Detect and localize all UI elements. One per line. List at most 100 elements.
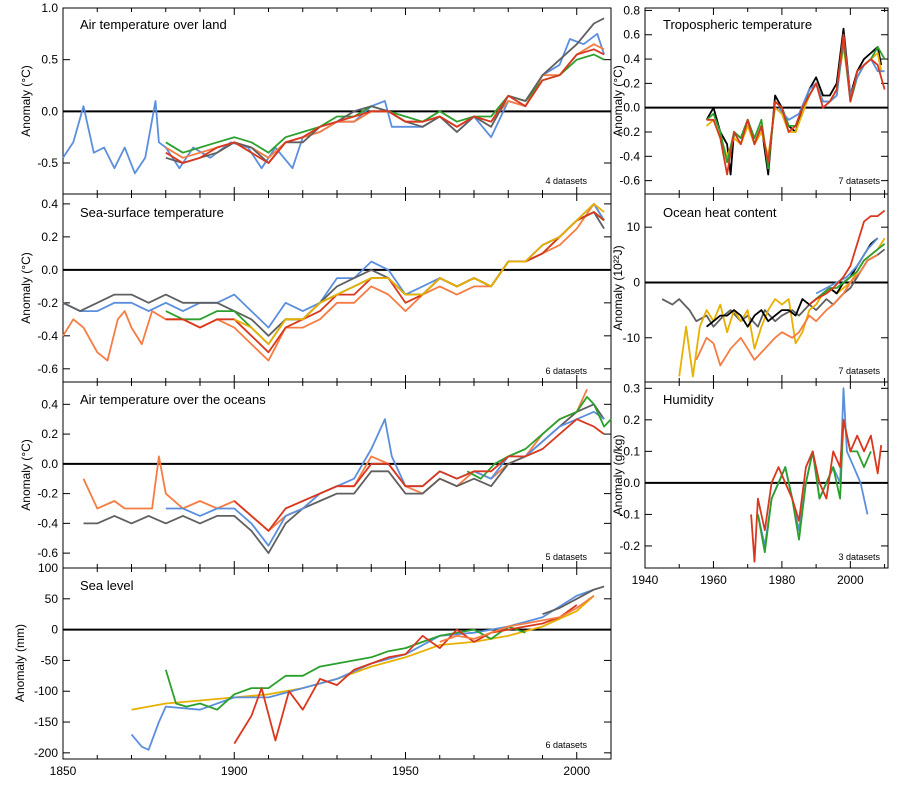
x-tick-label: 1900 — [221, 764, 248, 778]
y-tick-label: 0.2 — [623, 76, 640, 90]
series-line — [750, 418, 883, 563]
series-line — [233, 202, 605, 346]
panel-tropospheric-temperature: Tropospheric temperature 7 datasets Anom… — [611, 3, 889, 195]
y-tick-label: 0.5 — [41, 53, 58, 67]
y-tick-label: -0.1 — [619, 507, 640, 521]
y-tick-label: -0.6 — [37, 362, 58, 376]
panel-land-air-temperature: Air temperature over land 4 datasets Ano… — [19, 1, 612, 195]
y-tick-label: -0.5 — [37, 156, 58, 170]
series-line — [661, 248, 886, 328]
x-tick-label: 1950 — [392, 764, 419, 778]
y-tick-label: 1.0 — [41, 1, 58, 15]
series-line — [542, 585, 605, 616]
x-tick-label: 2000 — [837, 573, 864, 587]
y-tick-label: -0.4 — [37, 329, 58, 343]
dataset-count-note: 7 datasets — [838, 176, 880, 186]
series-line — [165, 211, 605, 354]
y-axis-label: Anomaly (°C) — [19, 65, 33, 136]
y-axis-label: Anomaly (10²²J) — [611, 245, 625, 330]
y-tick-label: 0.2 — [41, 427, 58, 441]
y-tick-label: -0.6 — [37, 546, 58, 560]
series-line — [706, 33, 886, 176]
y-tick-label: -0.6 — [619, 174, 640, 188]
x-tick-label: 1940 — [632, 573, 659, 587]
y-tick-label: 0.0 — [623, 101, 640, 115]
panel-title: Air temperature over land — [80, 17, 227, 32]
y-tick-label: 0 — [633, 275, 640, 289]
series-line — [808, 209, 886, 306]
y-tick-label: -0.4 — [37, 516, 58, 530]
panel-title: Sea-surface temperature — [80, 205, 224, 220]
panel-title: Tropospheric temperature — [663, 17, 812, 32]
y-tick-label: -0.2 — [37, 487, 58, 501]
y-axis-label: Anomaly (°C) — [19, 252, 33, 323]
x-tick-label: 1960 — [700, 573, 727, 587]
series-line — [165, 48, 605, 164]
dataset-count-note: 7 datasets — [838, 366, 880, 376]
series-line — [678, 237, 886, 378]
dataset-count-note: 4 datasets — [545, 176, 587, 186]
y-tick-label: 0.1 — [623, 444, 640, 458]
panel-title: Ocean heat content — [663, 205, 777, 220]
dataset-count-note: 6 datasets — [545, 366, 587, 376]
x-tick-label: 1980 — [769, 573, 796, 587]
plot-frame — [62, 381, 612, 569]
y-tick-label: 10 — [627, 220, 641, 234]
y-tick-label: 0.0 — [623, 476, 640, 490]
series-line — [695, 254, 879, 367]
panel-ocean-heat-content: Ocean heat content 7 datasets Anomaly (1… — [611, 193, 889, 383]
y-tick-label: 0.3 — [623, 381, 640, 395]
panel-sea-level: Sea level 6 datasets Anomaly (mm) 1850 19… — [13, 561, 612, 778]
series-line — [815, 243, 886, 300]
y-tick-label: -0.2 — [619, 125, 640, 139]
y-tick-label: 0.4 — [41, 397, 58, 411]
panel-title: Air temperature over the oceans — [80, 392, 266, 407]
series-line — [62, 211, 605, 337]
series-line — [164, 625, 526, 711]
y-tick-label: -200 — [34, 746, 58, 760]
series-line — [757, 387, 869, 547]
y-tick-label: 100 — [38, 561, 58, 575]
series-line — [165, 410, 605, 547]
y-tick-label: 0.0 — [41, 263, 58, 277]
y-tick-label: 0.0 — [41, 457, 58, 471]
y-tick-label: -10 — [623, 331, 641, 345]
series-line — [62, 32, 605, 175]
x-tick-label: 1850 — [50, 764, 77, 778]
series-line — [233, 604, 578, 745]
panel-title: Humidity — [663, 392, 714, 407]
series-line — [82, 389, 588, 532]
y-tick-label: 0.2 — [41, 230, 58, 244]
series-line — [705, 27, 883, 176]
panel-title: Sea level — [80, 578, 134, 593]
y-tick-label: 0.0 — [41, 104, 58, 118]
dataset-count-note: 6 datasets — [545, 740, 587, 750]
y-tick-label: 0.2 — [623, 413, 640, 427]
y-axis-label: Anomaly (mm) — [13, 624, 27, 702]
series-line — [757, 418, 872, 554]
plot-frame — [644, 381, 889, 569]
dataset-count-note: 5 datasets — [545, 552, 587, 562]
series-line — [815, 237, 879, 295]
panel-humidity: Humidity 3 datasets Anomaly (g/kg) 1940 1… — [611, 381, 889, 587]
y-axis-label: Anomaly (°C) — [611, 65, 625, 136]
series-line — [439, 594, 595, 643]
series-line — [466, 395, 612, 480]
x-tick-label: 2000 — [563, 764, 590, 778]
y-tick-label: -0.4 — [619, 149, 640, 163]
y-tick-label: -150 — [34, 715, 58, 729]
panel-ocean-air-temperature: Air temperature over the oceans 5 datase… — [19, 381, 612, 569]
y-tick-label: 0.4 — [41, 197, 58, 211]
y-tick-label: -50 — [41, 653, 59, 667]
dataset-count-note: 3 datasets — [838, 552, 880, 562]
series-line — [131, 595, 595, 711]
plot-frame — [62, 193, 612, 383]
series-line — [83, 403, 605, 554]
panel-sea-surface-temperature: Sea-surface temperature 6 datasets Anoma… — [19, 193, 612, 383]
y-axis-label: Anomaly (g/kg) — [611, 435, 625, 516]
series-line — [233, 418, 605, 532]
y-tick-label: 0.8 — [623, 3, 640, 17]
y-tick-label: 0 — [51, 623, 58, 637]
y-tick-label: 50 — [45, 592, 59, 606]
